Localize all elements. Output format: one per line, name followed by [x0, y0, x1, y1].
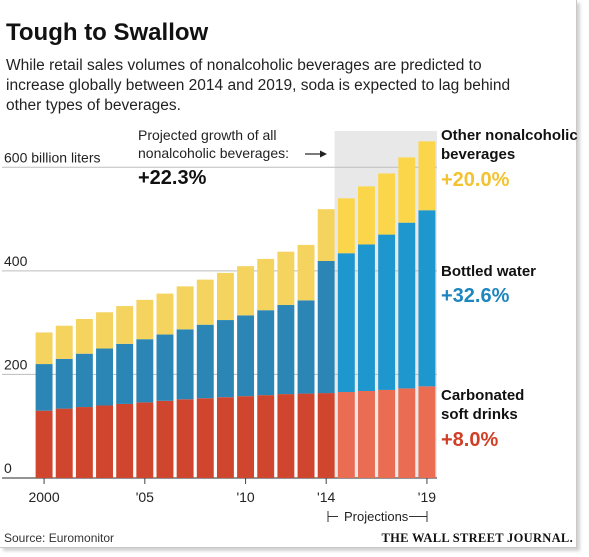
bar-segment-soda [75, 407, 93, 478]
label-water-value: +32.6% [441, 285, 510, 307]
bar-segment-water [237, 315, 255, 397]
x-tick-label: '05 [136, 489, 154, 505]
bar-segment-water [156, 334, 174, 401]
y-axis-ticks: 0 200 400 600 billion liters [4, 149, 101, 476]
bar-segment-other [317, 209, 335, 261]
bar-segment-water [55, 358, 73, 409]
subtitle-line-1: While retail sales volumes of nonalcohol… [6, 57, 482, 74]
label-soda-value: +8.0% [441, 429, 498, 451]
bar-segment-other [257, 258, 275, 311]
bar-segment-water [116, 343, 134, 404]
bar-segment-soda [317, 393, 335, 478]
bar-segment-other [35, 332, 53, 365]
bar-segment-soda [418, 386, 436, 478]
bar-segment-soda [237, 396, 255, 478]
bar-segment-soda [216, 397, 234, 478]
bar-segment-soda [378, 389, 396, 478]
bar-segment-water [96, 348, 113, 406]
y-tick-label: 200 [4, 356, 28, 372]
bar-segment-water [75, 353, 93, 408]
bar-segment-water [216, 320, 234, 398]
y-tick-label: 400 [4, 253, 28, 269]
bar-segment-other [337, 198, 355, 254]
bar-segment-water [176, 329, 194, 400]
x-axis-ticks: 2000 '05 '10 '14 '19 [28, 478, 436, 505]
bar-segment-other [96, 312, 113, 349]
bar-segment-other [216, 272, 234, 321]
source-note: Source: Euromonitor [4, 531, 114, 545]
label-other-line-2: beverages [441, 146, 515, 163]
bar-segment-soda [337, 392, 355, 478]
bar-segment-soda [35, 410, 53, 478]
arrow-icon [305, 150, 327, 158]
bar-segment-soda [176, 399, 194, 478]
bar-segment-soda [96, 405, 113, 478]
bar-segment-water [398, 222, 416, 389]
bar-segment-water [317, 261, 335, 394]
x-tick-label: '10 [236, 489, 254, 505]
label-other-line-1: Other nonalcoholic [441, 127, 578, 144]
x-tick-label: 2000 [28, 489, 59, 505]
bar-segment-other [196, 279, 214, 325]
bar-segment-other [156, 293, 174, 335]
bar-segment-other [176, 286, 194, 330]
bar-segment-water [418, 210, 436, 387]
label-soda-line-1: Carbonated [441, 387, 524, 404]
bar-segment-other [277, 251, 295, 306]
bar-segment-soda [277, 394, 295, 478]
y-tick-label: 0 [4, 460, 12, 476]
bar-segment-soda [297, 393, 315, 478]
bar-segment-soda [196, 398, 214, 478]
bar-segment-other [418, 141, 436, 211]
label-other-value: +20.0% [441, 169, 510, 191]
subtitle-line-2: increase globally between 2014 and 2019,… [6, 77, 510, 94]
bars [35, 141, 436, 478]
total-growth-label-2: nonalcoholic beverages: [138, 145, 289, 161]
bar-segment-water [257, 310, 275, 396]
bar-segment-other [237, 266, 255, 316]
bar-segment-other [116, 306, 134, 344]
x-tick-label: '14 [317, 489, 335, 505]
bar-segment-soda [55, 408, 73, 478]
bar-segment-soda [398, 388, 416, 478]
bar-segment-soda [257, 395, 275, 478]
bar-segment-other [136, 299, 154, 340]
bar-segment-water [136, 339, 154, 403]
bar-segment-other [358, 186, 375, 245]
y-tick-label: 600 billion liters [4, 149, 101, 165]
x-tick-label: '19 [418, 489, 436, 505]
bar-segment-other [55, 325, 73, 359]
bar-segment-soda [358, 390, 375, 478]
total-growth-value: +22.3% [138, 167, 207, 189]
chart-title: Tough to Swallow [6, 19, 209, 46]
bar-segment-soda [156, 400, 174, 478]
bar-segment-soda [116, 403, 134, 478]
publisher-logo: THE WALL STREET JOURNAL. [381, 531, 573, 545]
projections-bracket [327, 511, 428, 522]
total-growth-label-1: Projected growth of all [138, 127, 277, 143]
bar-segment-water [35, 364, 53, 411]
bar-segment-water [196, 324, 214, 399]
bar-segment-water [358, 244, 375, 391]
bar-segment-water [378, 234, 396, 390]
projections-label: Projections [344, 509, 409, 524]
bar-segment-water [337, 253, 355, 393]
subtitle-line-3: other types of beverages. [6, 97, 181, 114]
label-water-line-1: Bottled water [441, 263, 536, 280]
bar-segment-other [398, 157, 416, 223]
bar-segment-other [378, 173, 396, 235]
bar-segment-soda [136, 402, 154, 478]
bar-segment-water [277, 305, 295, 395]
graphic-frame [0, 0, 577, 548]
bar-segment-water [297, 300, 315, 394]
label-soda-line-2: soft drinks [441, 406, 518, 423]
bar-segment-other [75, 319, 93, 354]
bar-segment-other [297, 244, 315, 301]
